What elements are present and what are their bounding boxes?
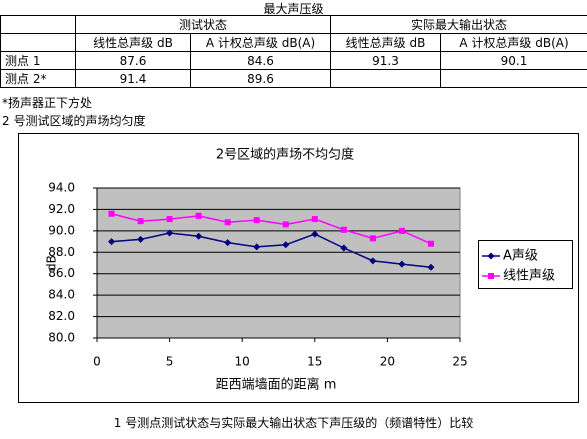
point	[369, 257, 377, 265]
header: A 计权总声级 dB(A)	[189, 33, 332, 52]
point	[224, 219, 231, 226]
row-label: 测点 2*	[0, 69, 76, 88]
chart-title: 2号区域的声场不均匀度	[216, 147, 354, 163]
y-tick-label: 88.0	[48, 245, 75, 259]
series-line	[111, 232, 432, 269]
cell: 89.6	[189, 69, 332, 88]
point	[137, 235, 145, 243]
chart: 2号区域的声场不均匀度 距西端墙面的距离 m dB 80.0 82.0 84.0 86…	[18, 133, 579, 403]
y-tick-label: 94.0	[48, 181, 75, 195]
x-tick-label: 25	[452, 355, 467, 369]
header: 线性总声级 dB	[330, 33, 442, 52]
point	[311, 216, 318, 223]
note: *扬声器正下方处	[2, 96, 93, 110]
caption: 1 号测点测试状态与实际最大输出状态下声压级的（频谱特性）比较	[113, 416, 474, 430]
point	[427, 240, 434, 247]
point	[282, 241, 290, 249]
point	[195, 212, 202, 219]
y-tick-label: 82.0	[48, 309, 75, 323]
plot-area	[96, 187, 461, 339]
page-title: 最大声压级	[263, 2, 324, 16]
x-axis-label: 距西端墙面的距离 m	[216, 377, 337, 393]
point	[398, 260, 406, 268]
y-axis-label: dB	[45, 255, 59, 271]
point	[398, 227, 405, 234]
point	[108, 210, 115, 217]
point	[253, 217, 260, 224]
table: 测试状态 实际最大输出状态 线性总声级 dB A 计权总声级 dB(A) 线性总…	[0, 15, 587, 88]
legend	[478, 240, 573, 289]
y-tick-label: 86.0	[48, 266, 75, 280]
x-tick-label: 0	[93, 355, 101, 369]
legend-marker	[488, 273, 494, 279]
point	[108, 238, 116, 246]
x-tick-label: 20	[380, 355, 395, 369]
series-line	[111, 212, 432, 245]
x-tick-label: 15	[307, 355, 322, 369]
point	[311, 230, 319, 238]
header: A 计权总声级 dB(A)	[440, 33, 587, 52]
point	[253, 243, 261, 251]
point	[282, 221, 289, 228]
legend-label: A声级	[503, 249, 538, 264]
point	[369, 235, 376, 242]
legend-marker	[487, 252, 495, 260]
point	[166, 216, 173, 223]
point	[224, 239, 232, 247]
y-tick-label: 84.0	[48, 288, 75, 302]
point	[340, 244, 348, 252]
y-tick-label: 92.0	[48, 202, 75, 216]
point	[137, 218, 144, 225]
point	[427, 263, 435, 271]
point	[166, 229, 174, 237]
cell: 90.1	[440, 51, 587, 70]
point	[195, 232, 203, 240]
y-tick-label: 90.0	[48, 223, 75, 237]
point	[340, 226, 347, 233]
note: 2 号测试区域的声场均匀度	[2, 114, 146, 128]
legend-label: 线性声级	[503, 269, 555, 284]
y-tick-label: 80.0	[48, 331, 75, 345]
x-tick-label: 10	[235, 355, 250, 369]
x-tick-label: 5	[166, 355, 174, 369]
